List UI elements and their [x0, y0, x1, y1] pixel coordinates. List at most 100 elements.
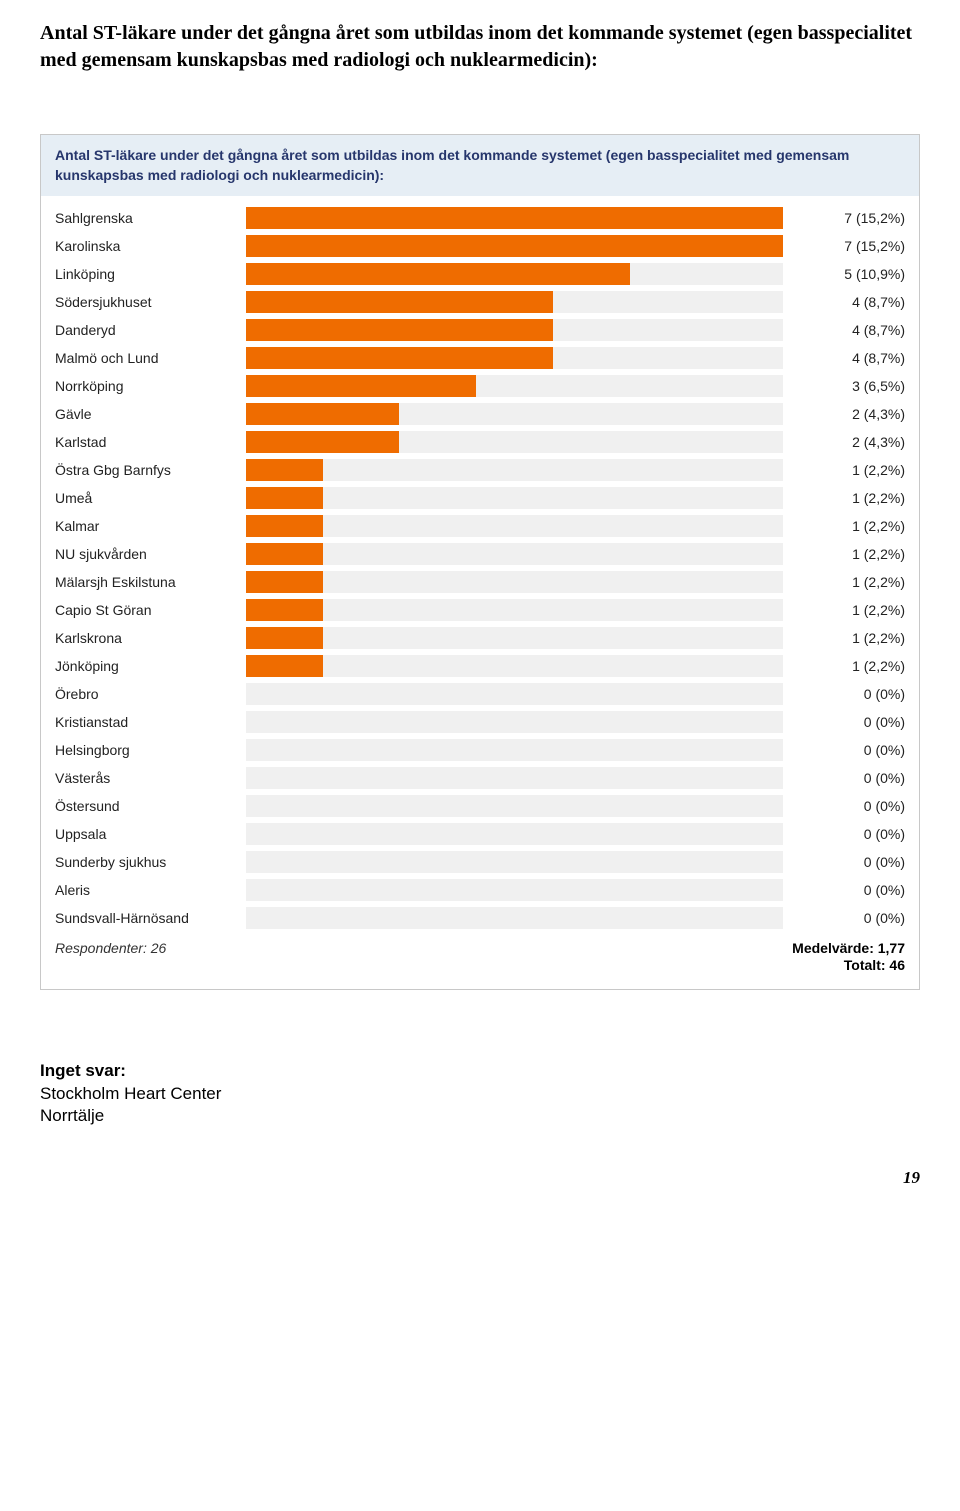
row-value: 1 (2,2%)	[789, 518, 919, 534]
bar-track	[246, 375, 783, 397]
chart-header: Antal ST-läkare under det gångna året so…	[41, 135, 919, 196]
bar-cell	[246, 515, 789, 537]
row-value: 4 (8,7%)	[789, 294, 919, 310]
row-value: 3 (6,5%)	[789, 378, 919, 394]
chart-row: Sahlgrenska7 (15,2%)	[41, 204, 919, 232]
chart-container: Antal ST-läkare under det gångna året so…	[40, 134, 920, 990]
row-value: 2 (4,3%)	[789, 406, 919, 422]
bar-cell	[246, 431, 789, 453]
bar-fill	[246, 263, 630, 285]
chart-row: Mälarsjh Eskilstuna1 (2,2%)	[41, 568, 919, 596]
row-label: Södersjukhuset	[41, 294, 246, 310]
row-label: Gävle	[41, 406, 246, 422]
row-value: 0 (0%)	[789, 742, 919, 758]
bar-cell	[246, 599, 789, 621]
summary-block: Medelvärde: 1,77 Totalt: 46	[792, 940, 905, 975]
row-label: Linköping	[41, 266, 246, 282]
bar-fill	[246, 627, 323, 649]
chart-row: Norrköping 3 (6,5%)	[41, 372, 919, 400]
row-label: Karlstad	[41, 434, 246, 450]
bar-cell	[246, 683, 789, 705]
row-value: 1 (2,2%)	[789, 546, 919, 562]
row-label: Aleris	[41, 882, 246, 898]
bar-track	[246, 739, 783, 761]
chart-row: Karlstad 2 (4,3%)	[41, 428, 919, 456]
row-label: Danderyd	[41, 322, 246, 338]
total-label: Totalt: 46	[792, 957, 905, 975]
bar-fill	[246, 375, 476, 397]
bar-fill	[246, 487, 323, 509]
row-value: 0 (0%)	[789, 714, 919, 730]
row-label: Jönköping	[41, 658, 246, 674]
chart-row: Karlskrona1 (2,2%)	[41, 624, 919, 652]
bar-fill	[246, 207, 783, 229]
row-label: Karlskrona	[41, 630, 246, 646]
row-value: 1 (2,2%)	[789, 490, 919, 506]
chart-row: Södersjukhuset 4 (8,7%)	[41, 288, 919, 316]
row-label: Kristianstad	[41, 714, 246, 730]
bar-cell	[246, 375, 789, 397]
bar-track	[246, 543, 783, 565]
bar-fill	[246, 515, 323, 537]
row-value: 7 (15,2%)	[789, 238, 919, 254]
row-label: Kalmar	[41, 518, 246, 534]
bar-track	[246, 683, 783, 705]
bar-track	[246, 207, 783, 229]
chart-row: Aleris0 (0%)	[41, 876, 919, 904]
bar-cell	[246, 207, 789, 229]
bar-cell	[246, 263, 789, 285]
bar-track	[246, 655, 783, 677]
chart-row: Uppsala0 (0%)	[41, 820, 919, 848]
bar-cell	[246, 879, 789, 901]
chart-row: Jönköping1 (2,2%)	[41, 652, 919, 680]
row-label: Norrköping	[41, 378, 246, 394]
bar-cell	[246, 627, 789, 649]
bar-fill	[246, 543, 323, 565]
bar-cell	[246, 459, 789, 481]
row-label: Sunderby sjukhus	[41, 854, 246, 870]
row-label: Umeå	[41, 490, 246, 506]
row-label: Sahlgrenska	[41, 210, 246, 226]
chart-row: Kristianstad 0 (0%)	[41, 708, 919, 736]
chart-row: Gävle 2 (4,3%)	[41, 400, 919, 428]
bar-fill	[246, 347, 553, 369]
bar-track	[246, 487, 783, 509]
page-title: Antal ST-läkare under det gångna året so…	[40, 20, 920, 74]
bar-cell	[246, 347, 789, 369]
row-value: 0 (0%)	[789, 826, 919, 842]
page-number: 19	[40, 1168, 920, 1188]
chart-row: Malmö och Lund 4 (8,7%)	[41, 344, 919, 372]
chart-row: Östra Gbg Barnfys1 (2,2%)	[41, 456, 919, 484]
no-answer-title: Inget svar:	[40, 1060, 920, 1083]
bar-cell	[246, 487, 789, 509]
chart-row: Capio St Göran1 (2,2%)	[41, 596, 919, 624]
chart-row: Västerås0 (0%)	[41, 764, 919, 792]
row-value: 1 (2,2%)	[789, 574, 919, 590]
bar-cell	[246, 571, 789, 593]
bar-fill	[246, 599, 323, 621]
row-value: 4 (8,7%)	[789, 350, 919, 366]
row-value: 2 (4,3%)	[789, 434, 919, 450]
bar-cell	[246, 711, 789, 733]
bar-track	[246, 431, 783, 453]
chart-rows: Sahlgrenska7 (15,2%)Karolinska7 (15,2%)L…	[41, 196, 919, 932]
bar-cell	[246, 739, 789, 761]
row-label: Malmö och Lund	[41, 350, 246, 366]
bar-cell	[246, 319, 789, 341]
row-label: Helsingborg	[41, 742, 246, 758]
row-value: 5 (10,9%)	[789, 266, 919, 282]
bar-cell	[246, 403, 789, 425]
row-label: Västerås	[41, 770, 246, 786]
bar-track	[246, 823, 783, 845]
row-label: NU sjukvården	[41, 546, 246, 562]
bar-cell	[246, 235, 789, 257]
chart-row: Helsingborg 0 (0%)	[41, 736, 919, 764]
row-value: 4 (8,7%)	[789, 322, 919, 338]
chart-row: Sundsvall-Härnösand0 (0%)	[41, 904, 919, 932]
bar-track	[246, 907, 783, 929]
chart-row: Danderyd 4 (8,7%)	[41, 316, 919, 344]
row-label: Östra Gbg Barnfys	[41, 462, 246, 478]
bar-track	[246, 767, 783, 789]
bar-cell	[246, 851, 789, 873]
row-value: 1 (2,2%)	[789, 602, 919, 618]
